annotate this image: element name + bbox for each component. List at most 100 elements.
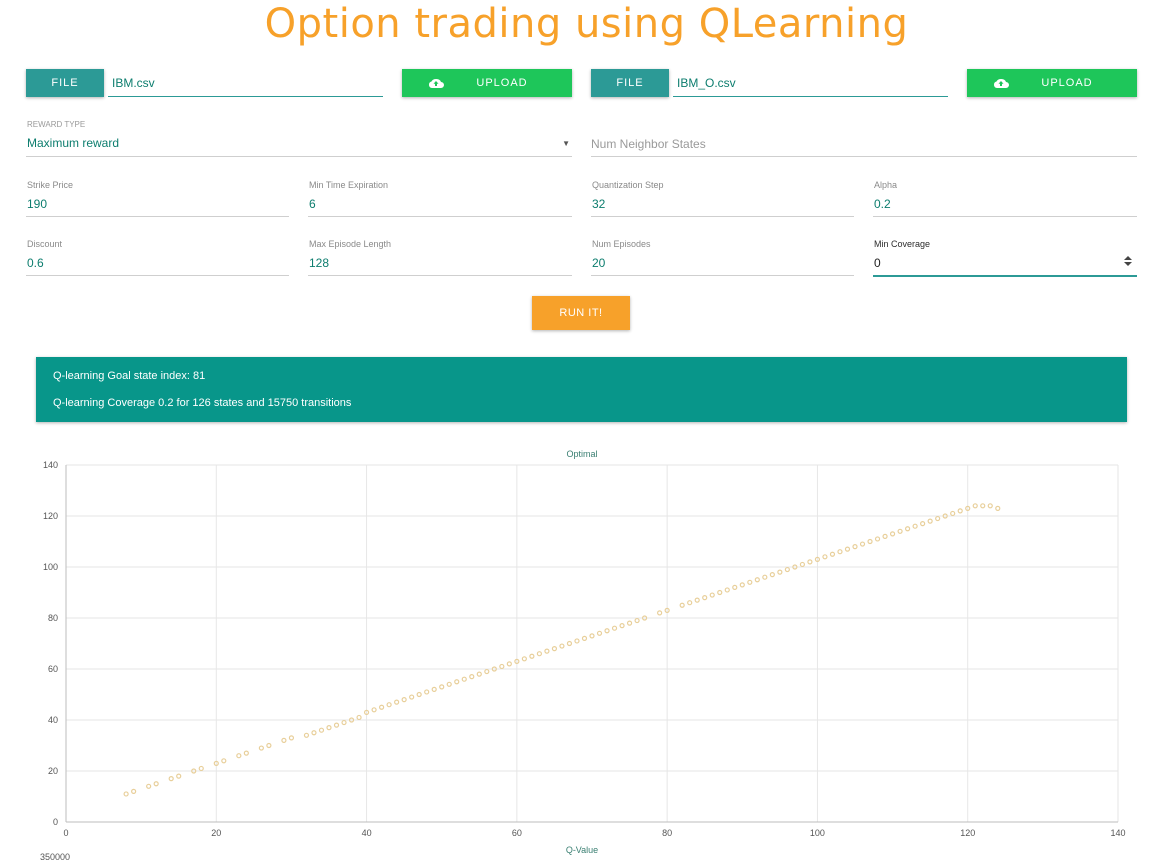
scatter-point: [521, 656, 527, 662]
scatter-point: [153, 781, 159, 787]
scatter-point: [807, 559, 813, 565]
scatter-point: [935, 515, 941, 522]
scatter-point: [544, 648, 550, 654]
y-tick-label: 120: [43, 511, 58, 521]
upload-button-label: UPLOAD: [476, 77, 528, 89]
scatter-point: [694, 597, 700, 603]
upload-button-label: UPLOAD: [1041, 77, 1093, 89]
scatter-point: [634, 617, 640, 624]
min-time-expiration-label: Min Time Expiration: [309, 180, 389, 190]
file-name-field-1[interactable]: IBM.csv: [108, 69, 383, 97]
scatter-point: [852, 543, 858, 550]
optimal-scatter-chart: 0 20 40 60 80 100 120 140 0 20 40 60 80 100 120 140 Opt…: [43, 449, 1126, 855]
scatter-point: [995, 505, 1001, 511]
chart-title: Optimal: [566, 449, 597, 459]
scatter-point: [829, 551, 836, 557]
upload-button-1[interactable]: UPLOAD: [402, 69, 572, 97]
scatter-point: [529, 653, 535, 659]
scatter-point: [318, 727, 325, 733]
scatter-point: [243, 750, 249, 756]
x-tick-label: 40: [362, 828, 372, 838]
y-tick-label: 140: [43, 460, 58, 470]
scatter-point: [664, 607, 670, 613]
file-button-2[interactable]: FILE: [591, 69, 669, 97]
scatter-point: [882, 533, 888, 540]
min-coverage-input[interactable]: Min Coverage 0: [873, 239, 1137, 277]
scatter-point: [611, 625, 618, 631]
scatter-point: [942, 513, 948, 519]
discount-input[interactable]: Discount 0.6: [26, 239, 289, 276]
scatter-point: [484, 668, 490, 675]
chart-x-axis-label: Q-Value: [566, 845, 598, 855]
scatter-point: [454, 679, 460, 685]
scatter-point: [972, 503, 978, 509]
run-button[interactable]: RUN IT!: [532, 296, 630, 330]
scatter-point: [168, 776, 174, 782]
scatter-point: [281, 737, 287, 743]
scatter-point: [198, 765, 204, 772]
scatter-point: [889, 531, 896, 537]
upload-button-2[interactable]: UPLOAD: [967, 69, 1137, 97]
scatter-point: [792, 564, 798, 570]
quantization-step-input[interactable]: Quantization Step 32: [591, 180, 854, 217]
reward-type-value: Maximum reward: [27, 136, 120, 150]
scatter-point: [363, 709, 370, 715]
min-coverage-label: Min Coverage: [874, 239, 931, 249]
scatter-point: [679, 602, 685, 608]
scatter-point: [424, 689, 430, 695]
y-tick-label: 60: [48, 664, 58, 674]
scatter-point: [619, 623, 625, 629]
scatter-point: [401, 697, 407, 703]
scatter-point: [213, 760, 219, 766]
chart-axes: 0 20 40 60 80 100 120 140 0 20 40 60 80 100 120 140: [43, 460, 1126, 838]
max-episode-length-label: Max Episode Length: [309, 239, 392, 249]
file-name-field-2[interactable]: IBM_O.csv: [673, 69, 948, 97]
discount-value: 0.6: [27, 256, 44, 270]
scatter-point: [574, 638, 580, 644]
scatter-point: [604, 628, 610, 634]
num-episodes-label: Num Episodes: [592, 239, 651, 249]
scatter-point: [386, 702, 392, 708]
y-tick-label: 20: [48, 766, 58, 776]
scatter-point: [236, 753, 242, 759]
page-title: Option trading using QLearning: [264, 1, 909, 47]
number-spinner-icon[interactable]: [1123, 255, 1133, 267]
scatter-point: [146, 783, 152, 789]
strike-price-input[interactable]: Strike Price 190: [26, 180, 289, 217]
second-chart-tick-label: 350000: [40, 852, 71, 862]
scatter-point: [769, 572, 775, 578]
scatter-point: [303, 732, 310, 738]
scatter-point: [131, 788, 137, 794]
scatter-point: [927, 518, 933, 524]
x-tick-label: 80: [662, 828, 672, 838]
strike-price-value: 190: [27, 197, 48, 211]
scatter-point: [341, 719, 347, 726]
scatter-point: [589, 633, 595, 639]
scatter-point: [641, 615, 648, 621]
strike-price-label: Strike Price: [27, 180, 74, 190]
scatter-point: [799, 561, 806, 568]
alpha-input[interactable]: Alpha 0.2: [873, 180, 1137, 217]
scatter-point: [814, 556, 821, 562]
reward-type-select[interactable]: REWARD TYPE Maximum reward ▼: [26, 120, 572, 157]
num-neighbor-states-placeholder: Num Neighbor States: [591, 137, 706, 151]
min-time-expiration-input[interactable]: Min Time Expiration 6: [308, 180, 572, 217]
x-tick-label: 120: [960, 828, 975, 838]
result-panel: Q-learning Goal state index: 81 Q-learni…: [36, 357, 1127, 422]
file-button-1[interactable]: FILE: [26, 69, 104, 97]
scatter-point: [469, 674, 475, 680]
y-tick-label: 0: [53, 817, 58, 827]
scatter-point: [912, 523, 918, 529]
scatter-point: [897, 528, 903, 534]
num-neighbor-states-input[interactable]: Num Neighbor States: [591, 120, 1137, 157]
scatter-point: [491, 666, 497, 672]
scatter-point: [874, 536, 881, 542]
scatter-point: [732, 584, 738, 590]
num-episodes-input[interactable]: Num Episodes 20: [591, 239, 854, 276]
alpha-label: Alpha: [874, 180, 898, 190]
scatter-point: [957, 508, 963, 514]
max-episode-length-input[interactable]: Max Episode Length 128: [308, 239, 572, 276]
scatter-point: [859, 541, 866, 547]
min-coverage-value: 0: [874, 256, 881, 270]
scatter-point: [379, 704, 385, 710]
